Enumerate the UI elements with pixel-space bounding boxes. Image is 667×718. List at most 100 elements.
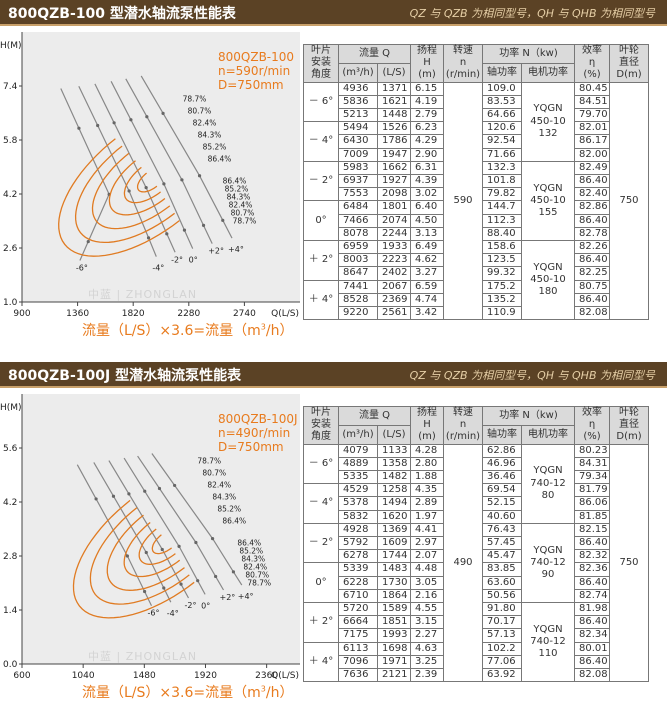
flow-m3h-cell: 4079 bbox=[338, 443, 378, 458]
head-cell: 2.90 bbox=[410, 147, 444, 162]
flow-m3h-cell: 6959 bbox=[338, 240, 378, 255]
flow-m3h-cell: 8003 bbox=[338, 253, 378, 268]
efficiency-cell: 84.51 bbox=[574, 94, 610, 110]
data-point bbox=[145, 115, 149, 119]
flow-ls-cell: 1801 bbox=[377, 200, 411, 215]
x-tick-label: 2360 bbox=[255, 671, 278, 681]
flow-ls-cell: 1494 bbox=[377, 496, 411, 511]
data-point bbox=[94, 497, 98, 501]
flow-formula: 流量（L/S）×3.6=流量（m3/h） bbox=[82, 682, 293, 702]
performance-chart: 900 1360 1820 2280 2740 1.0 2.6 4.2 5.8 7.4 H(M) Q(… bbox=[0, 32, 300, 319]
shaft-power-cell: 71.66 bbox=[482, 147, 522, 162]
blade-angle-cell: ＋ 2° bbox=[303, 240, 339, 281]
blade-angle-cell: ＋ 4° bbox=[303, 641, 339, 683]
flow-m3h-cell: 5836 bbox=[338, 94, 378, 110]
flow-ls-cell: 1927 bbox=[377, 174, 411, 189]
shaft-power-cell: 91.80 bbox=[482, 602, 522, 617]
efficiency-cell: 79.34 bbox=[574, 470, 610, 485]
table-row: － 4° 4529 1258 4.35 69.54 81.79 bbox=[303, 483, 649, 524]
header-blade-angle: 叶片 安装 角度 bbox=[303, 406, 339, 445]
efficiency-label: 86.4% bbox=[208, 155, 232, 164]
blade-angle-cell: 0° bbox=[303, 200, 339, 242]
efficiency-label: 80.7% bbox=[202, 468, 226, 477]
y-tick-label: 4.2 bbox=[3, 498, 17, 508]
performance-panel-1: 800QZB-100 型潜水轴流泵性能表 QZ 与 QZB 为相同型号，QH 与… bbox=[0, 0, 667, 356]
flow-ls-cell: 1482 bbox=[377, 470, 411, 485]
flow-ls-cell: 1526 bbox=[377, 121, 411, 136]
flow-m3h-cell: 9220 bbox=[338, 306, 378, 321]
data-point bbox=[143, 489, 147, 493]
motor-power-cell: YQGN 450-10 132 bbox=[521, 81, 575, 162]
angle-label: 0° bbox=[189, 256, 198, 265]
head-cell: 2.79 bbox=[410, 108, 444, 123]
pump-model: 800QZB-100J bbox=[218, 412, 298, 426]
performance-chart: 600 1040 1480 1920 2360 0.0 1.4 2.8 4.2 5.6 H(M) Q(… bbox=[0, 394, 300, 681]
data-point bbox=[214, 574, 218, 579]
table-row: ＋ 4° 7441 2067 6.59 175.2 80.75 bbox=[303, 279, 649, 321]
data-point bbox=[221, 218, 225, 222]
flow-ls-cell: 2561 bbox=[377, 306, 411, 321]
performance-table: 叶片 安装 角度 流量 Q 扬程 H (m) 转速 n (r/min) 功率 N（kw) 效率 η (%)… bbox=[303, 406, 649, 683]
angle-label: -4° bbox=[152, 264, 164, 273]
flow-m3h-cell: 4529 bbox=[338, 483, 378, 498]
header-shaft-power: 轴功率 bbox=[482, 424, 522, 445]
shaft-power-cell: 92.54 bbox=[482, 134, 522, 149]
flow-ls-cell: 2067 bbox=[377, 279, 411, 294]
data-point bbox=[210, 537, 215, 541]
efficiency-cell: 80.01 bbox=[574, 641, 610, 656]
y-tick-label: 2.8 bbox=[3, 552, 18, 562]
data-point bbox=[162, 182, 166, 186]
flow-ls-cell: 1947 bbox=[377, 147, 411, 162]
shaft-power-cell: 101.8 bbox=[482, 174, 522, 189]
angle-label: +4° bbox=[228, 245, 244, 254]
table-row: － 2° 5983 1662 6.31 132.3 YQGN 450-10 155 82.49 bbox=[303, 160, 649, 242]
efficiency-label: 85.2% bbox=[217, 504, 241, 513]
watermark: 中蓝 | ZHONGLAN bbox=[88, 650, 198, 663]
formula-text-end: /h） bbox=[265, 685, 294, 701]
flow-ls-cell: 1730 bbox=[377, 575, 411, 590]
blade-angle-cell: 0° bbox=[303, 562, 339, 604]
table-row: 5378 1494 2.89 52.15 86.06 bbox=[304, 496, 649, 511]
efficiency-label: 85.2% bbox=[225, 185, 249, 194]
header-flow-ls: (L/S) bbox=[377, 424, 411, 445]
efficiency-cell: 86.40 bbox=[574, 536, 610, 551]
head-cell: 4.50 bbox=[410, 213, 444, 228]
efficiency-contour bbox=[74, 145, 175, 244]
header-impeller: 叶轮 直径 D(m) bbox=[609, 406, 649, 445]
efficiency-contour bbox=[136, 172, 158, 193]
efficiency-cell: 82.78 bbox=[574, 226, 610, 242]
y-axis-label: H(M) bbox=[0, 41, 22, 51]
head-cell: 3.42 bbox=[410, 306, 444, 321]
panel-header: 800QZB-100 型潜水轴流泵性能表 QZ 与 QZB 为相同型号，QH 与… bbox=[0, 0, 667, 26]
x-tick-label: 1820 bbox=[122, 309, 145, 319]
blade-angle-cell: － 4° bbox=[303, 483, 339, 524]
efficiency-contour bbox=[108, 160, 166, 216]
table-row: 6937 1927 4.39 101.8 86.40 bbox=[304, 174, 649, 189]
shaft-power-cell: 120.6 bbox=[482, 121, 522, 136]
head-cell: 2.80 bbox=[410, 456, 444, 472]
head-cell: 1.97 bbox=[410, 509, 444, 524]
data-point bbox=[142, 589, 147, 594]
shaft-power-cell: 123.5 bbox=[482, 253, 522, 268]
efficiency-cell: 82.00 bbox=[574, 147, 610, 162]
shaft-power-cell: 70.17 bbox=[482, 615, 522, 630]
angle-curve bbox=[76, 464, 153, 606]
efficiency-label: 85.2% bbox=[239, 546, 263, 555]
shaft-power-cell: 83.53 bbox=[482, 94, 522, 110]
efficiency-label: 80.7% bbox=[188, 107, 212, 116]
head-cell: 3.02 bbox=[410, 187, 444, 202]
efficiency-cell: 80.45 bbox=[574, 81, 610, 96]
formula-text: 流量（L/S）×3.6=流量（m bbox=[82, 685, 261, 701]
x-tick-label: 2740 bbox=[233, 309, 256, 319]
pump-speed: n=490r/min bbox=[218, 426, 291, 440]
motor-power-cell: YQGN 450-10 180 bbox=[521, 240, 575, 321]
flow-m3h-cell: 6228 bbox=[338, 575, 378, 590]
angle-curve bbox=[93, 462, 172, 603]
shaft-power-cell: 57.45 bbox=[482, 536, 522, 551]
data-point bbox=[162, 586, 166, 590]
head-cell: 2.16 bbox=[410, 588, 444, 604]
shaft-power-cell: 110.9 bbox=[482, 306, 522, 321]
data-point bbox=[231, 570, 236, 574]
flow-m3h-cell: 7096 bbox=[338, 654, 378, 670]
head-cell: 3.27 bbox=[410, 266, 444, 281]
